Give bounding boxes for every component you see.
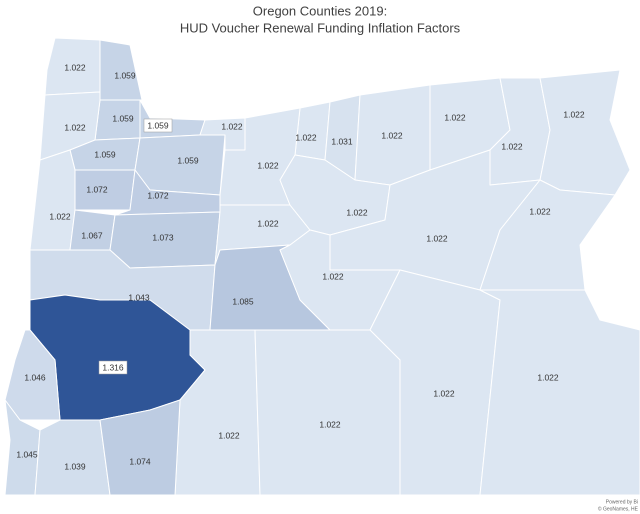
county-value: 1.031: [331, 136, 353, 146]
county: [99, 399, 181, 496]
county-value: 1.022: [426, 233, 448, 243]
county-value: 1.045: [16, 449, 38, 459]
county-value: 1.022: [563, 109, 585, 119]
county: [99, 39, 143, 101]
county-value: 1.059: [147, 120, 169, 130]
county-value: 1.022: [322, 271, 344, 281]
county: [34, 419, 111, 496]
county-value: 1.022: [319, 419, 341, 429]
map-subtitle: HUD Voucher Renewal Funding Inflation Fa…: [180, 20, 461, 35]
county-value: 1.022: [433, 388, 455, 398]
county-value: 1.074: [129, 456, 151, 466]
regions: [4, 37, 640, 496]
county-value: 1.059: [112, 113, 134, 123]
map-title: Oregon Counties 2019:: [253, 3, 387, 18]
county: [539, 69, 631, 196]
county-value: 1.022: [501, 141, 523, 151]
county-value: 1.043: [128, 292, 150, 302]
county-value: 1.022: [346, 207, 368, 217]
county-value: 1.316: [102, 362, 124, 372]
county: [294, 101, 331, 161]
county-value: 1.022: [64, 122, 86, 132]
labels: 1.022 1.059 1.059 1.059 1.022 1.059 1.059 1.022…: [16, 62, 585, 471]
county-value: 1.072: [147, 190, 169, 200]
credit: © GeoNames, HE: [598, 505, 639, 512]
county-value: 1.073: [152, 232, 174, 242]
county-value: 1.022: [221, 121, 243, 131]
county-value: 1.022: [49, 211, 71, 221]
county-value: 1.022: [537, 372, 559, 382]
county: [479, 289, 640, 496]
county-value: 1.059: [177, 155, 199, 165]
county-value: 1.085: [232, 296, 254, 306]
county-value: 1.022: [64, 62, 86, 72]
county-value: 1.022: [218, 430, 240, 440]
label-box: [98, 360, 128, 375]
county-value: 1.022: [257, 218, 279, 228]
label-box: [143, 118, 173, 133]
credit: Powered by Bi: [606, 499, 638, 505]
county-value: 1.046: [24, 372, 46, 382]
county-value: 1.022: [257, 160, 279, 170]
county: [29, 149, 76, 251]
county-value: 1.059: [114, 70, 136, 80]
county-value: 1.067: [81, 230, 103, 240]
county-value: 1.022: [529, 206, 551, 216]
county: [254, 329, 401, 496]
county-value: 1.059: [94, 149, 116, 159]
county-value: 1.072: [86, 184, 108, 194]
county-value: 1.022: [295, 132, 317, 142]
county-value: 1.022: [444, 112, 466, 122]
county: [479, 179, 616, 291]
county: [174, 329, 261, 496]
county-value: 1.022: [381, 130, 403, 140]
county-value: 1.039: [64, 461, 86, 471]
